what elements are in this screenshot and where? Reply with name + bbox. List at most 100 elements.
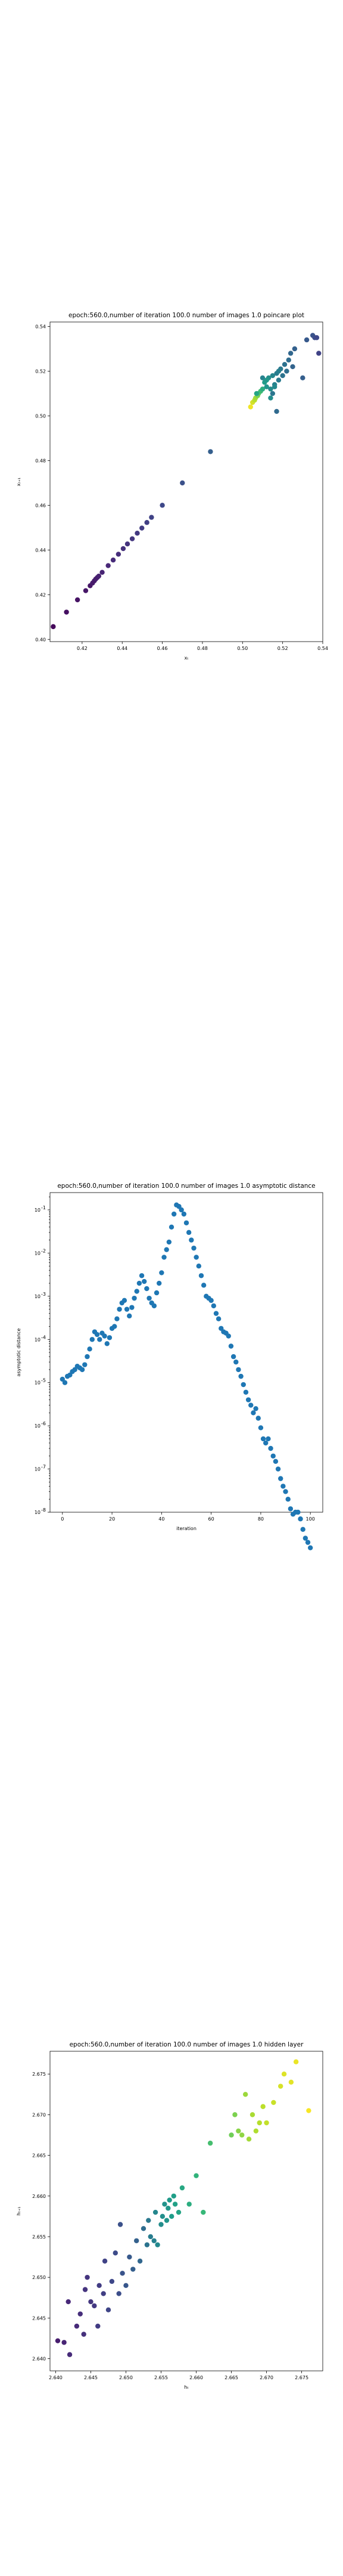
scatter-point	[124, 1306, 130, 1312]
scatter-point	[226, 1333, 231, 1339]
scatter-point	[278, 1476, 283, 1481]
scatter-point	[272, 384, 277, 389]
scatter-point	[253, 2128, 259, 2134]
scatter-point	[270, 373, 276, 379]
scatter-point	[208, 449, 213, 454]
scatter-point	[288, 2079, 294, 2085]
scatter-point	[268, 395, 273, 401]
scatter-point	[288, 351, 294, 356]
scatter-point	[87, 1346, 92, 1352]
scatter-point	[85, 1354, 90, 1360]
poincare-plot-chart: epoch:560.0,number of iteration 100.0 nu…	[16, 312, 328, 661]
x-tick-label: 0.42	[77, 646, 88, 651]
scatter-point	[97, 1337, 102, 1342]
scatter-point	[96, 573, 102, 579]
x-tick-label: 60	[208, 1516, 214, 1522]
scatter-point	[314, 335, 320, 340]
y-tick-label: 0.44	[35, 547, 46, 553]
scatter-point	[136, 1280, 142, 1286]
x-tick-label: 0.52	[277, 646, 288, 651]
x-tick-label: 0.54	[317, 646, 328, 651]
scatter-point	[306, 2108, 311, 2113]
scatter-point	[151, 1303, 157, 1309]
scatter-point	[109, 2278, 115, 2284]
scatter-point	[285, 1496, 291, 1502]
scatter-point	[171, 1211, 177, 1217]
scatter-point	[280, 373, 285, 379]
scatter-point	[172, 2202, 178, 2207]
scatter-point	[298, 1516, 303, 1522]
scatter-point	[194, 1255, 199, 1260]
chart-title: epoch:560.0,number of iteration 100.0 nu…	[70, 2041, 304, 2048]
scatter-point	[266, 1436, 271, 1442]
scatter-point	[154, 1290, 160, 1296]
scatter-point	[207, 2140, 213, 2146]
scatter-point	[268, 1445, 273, 1451]
scatter-point	[171, 2193, 176, 2199]
y-tick-label: 10	[35, 1294, 40, 1299]
scatter-point	[132, 1295, 137, 1301]
scatter-point	[268, 386, 273, 392]
scatter-point	[164, 2218, 170, 2223]
scatter-point	[283, 1489, 288, 1494]
y-tick-exponent: -5	[41, 1378, 46, 1383]
scatter-point	[51, 624, 56, 630]
scatter-point	[274, 408, 279, 414]
y-tick-label: 0.52	[35, 369, 46, 374]
scatter-point	[270, 391, 276, 397]
scatter-point	[304, 337, 310, 343]
scatter-point	[167, 2197, 172, 2203]
scatter-point	[260, 386, 266, 392]
scatter-point	[246, 2137, 252, 2142]
scatter-point	[230, 1354, 236, 1360]
y-tick-exponent: -3	[41, 1292, 46, 1297]
plot-frame	[49, 1192, 323, 1513]
scatter-point	[201, 1283, 207, 1288]
scatter-point	[181, 1211, 187, 1217]
scatter-point	[176, 2209, 182, 2215]
scatter-point	[64, 609, 69, 615]
scatter-point	[251, 1410, 256, 1416]
scatter-point	[129, 536, 135, 541]
y-axis-label: xₜ₊₁	[16, 478, 21, 487]
scatter-point	[264, 2120, 269, 2126]
scatter-point	[127, 1313, 132, 1319]
scatter-point	[241, 1382, 246, 1388]
y-tick-label: 2.650	[32, 2275, 46, 2280]
scatter-point	[102, 1333, 107, 1339]
scatter-point	[92, 2303, 97, 2309]
scatter-point	[300, 375, 305, 380]
scatter-point	[239, 2132, 245, 2138]
y-axis-label: hₜ₊₁	[16, 2207, 21, 2216]
scatter-point	[284, 369, 289, 374]
scatter-point	[255, 1416, 261, 1421]
scatter-point	[142, 1278, 147, 1284]
scatter-point	[96, 2283, 102, 2288]
y-tick-label: 0.46	[35, 503, 46, 508]
chart-title: epoch:560.0,number of iteration 100.0 nu…	[68, 312, 304, 319]
scatter-point	[129, 1305, 135, 1310]
scatter-point	[183, 1220, 189, 1225]
scatter-point	[79, 1367, 85, 1373]
scatter-point	[270, 1453, 276, 1459]
scatter-point	[198, 1273, 204, 1278]
scatter-point	[275, 1466, 281, 1472]
scatter-point	[295, 1509, 301, 1515]
scatter-point	[233, 1359, 239, 1365]
y-tick-label: 10	[35, 1467, 40, 1472]
scatter-point	[116, 2291, 121, 2296]
scatter-point	[166, 2206, 171, 2211]
y-tick-label: 2.655	[32, 2234, 46, 2240]
scatter-point	[152, 2209, 158, 2215]
scatter-point	[245, 1397, 251, 1402]
scatter-point	[117, 1306, 122, 1312]
scatter-point	[155, 2242, 160, 2247]
scatter-point	[124, 541, 130, 547]
scatter-point	[120, 2271, 125, 2276]
scatter-point	[160, 2213, 166, 2219]
x-tick-label: 0.44	[117, 646, 127, 651]
scatter-point	[158, 2222, 164, 2227]
x-axis-label: iteration	[176, 1526, 197, 1531]
scatter-point	[164, 1247, 169, 1252]
x-axis-label: xₜ	[184, 655, 188, 661]
